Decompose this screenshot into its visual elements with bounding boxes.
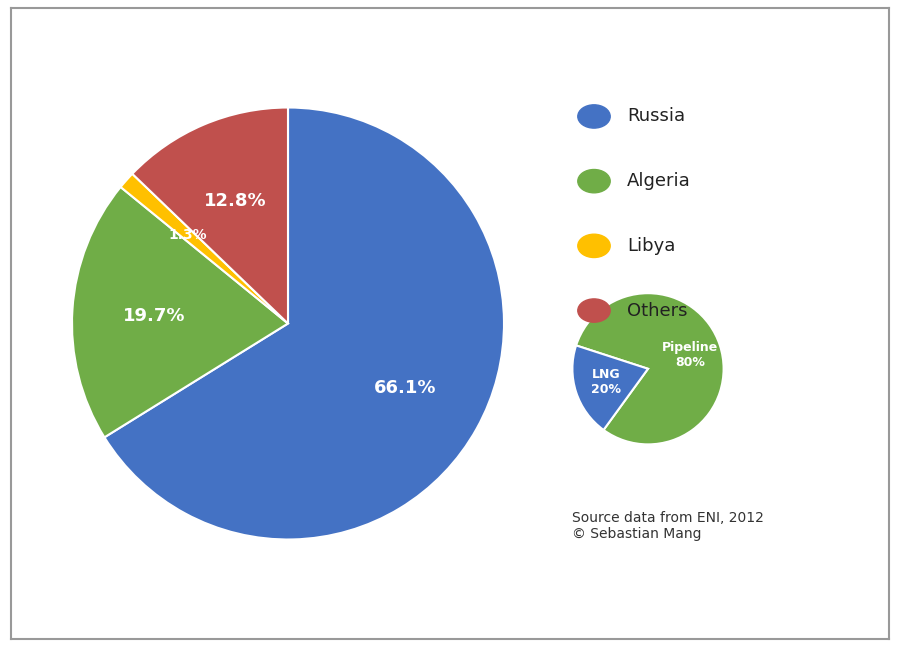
Text: LNG
20%: LNG 20% xyxy=(591,368,621,397)
Text: Pipeline
80%: Pipeline 80% xyxy=(662,341,718,369)
Text: Russia: Russia xyxy=(627,107,686,126)
Wedge shape xyxy=(72,187,288,437)
Text: 12.8%: 12.8% xyxy=(203,192,266,210)
Wedge shape xyxy=(121,174,288,324)
Wedge shape xyxy=(132,107,288,324)
Text: Libya: Libya xyxy=(627,237,676,255)
Text: 1.3%: 1.3% xyxy=(168,228,207,242)
Text: Algeria: Algeria xyxy=(627,172,691,190)
Text: Others: Others xyxy=(627,302,688,320)
Wedge shape xyxy=(576,293,724,444)
Text: 66.1%: 66.1% xyxy=(374,379,436,397)
Text: Source data from ENI, 2012
© Sebastian Mang: Source data from ENI, 2012 © Sebastian M… xyxy=(572,511,763,542)
Text: 19.7%: 19.7% xyxy=(123,307,185,325)
Wedge shape xyxy=(572,345,648,430)
Wedge shape xyxy=(104,107,504,540)
